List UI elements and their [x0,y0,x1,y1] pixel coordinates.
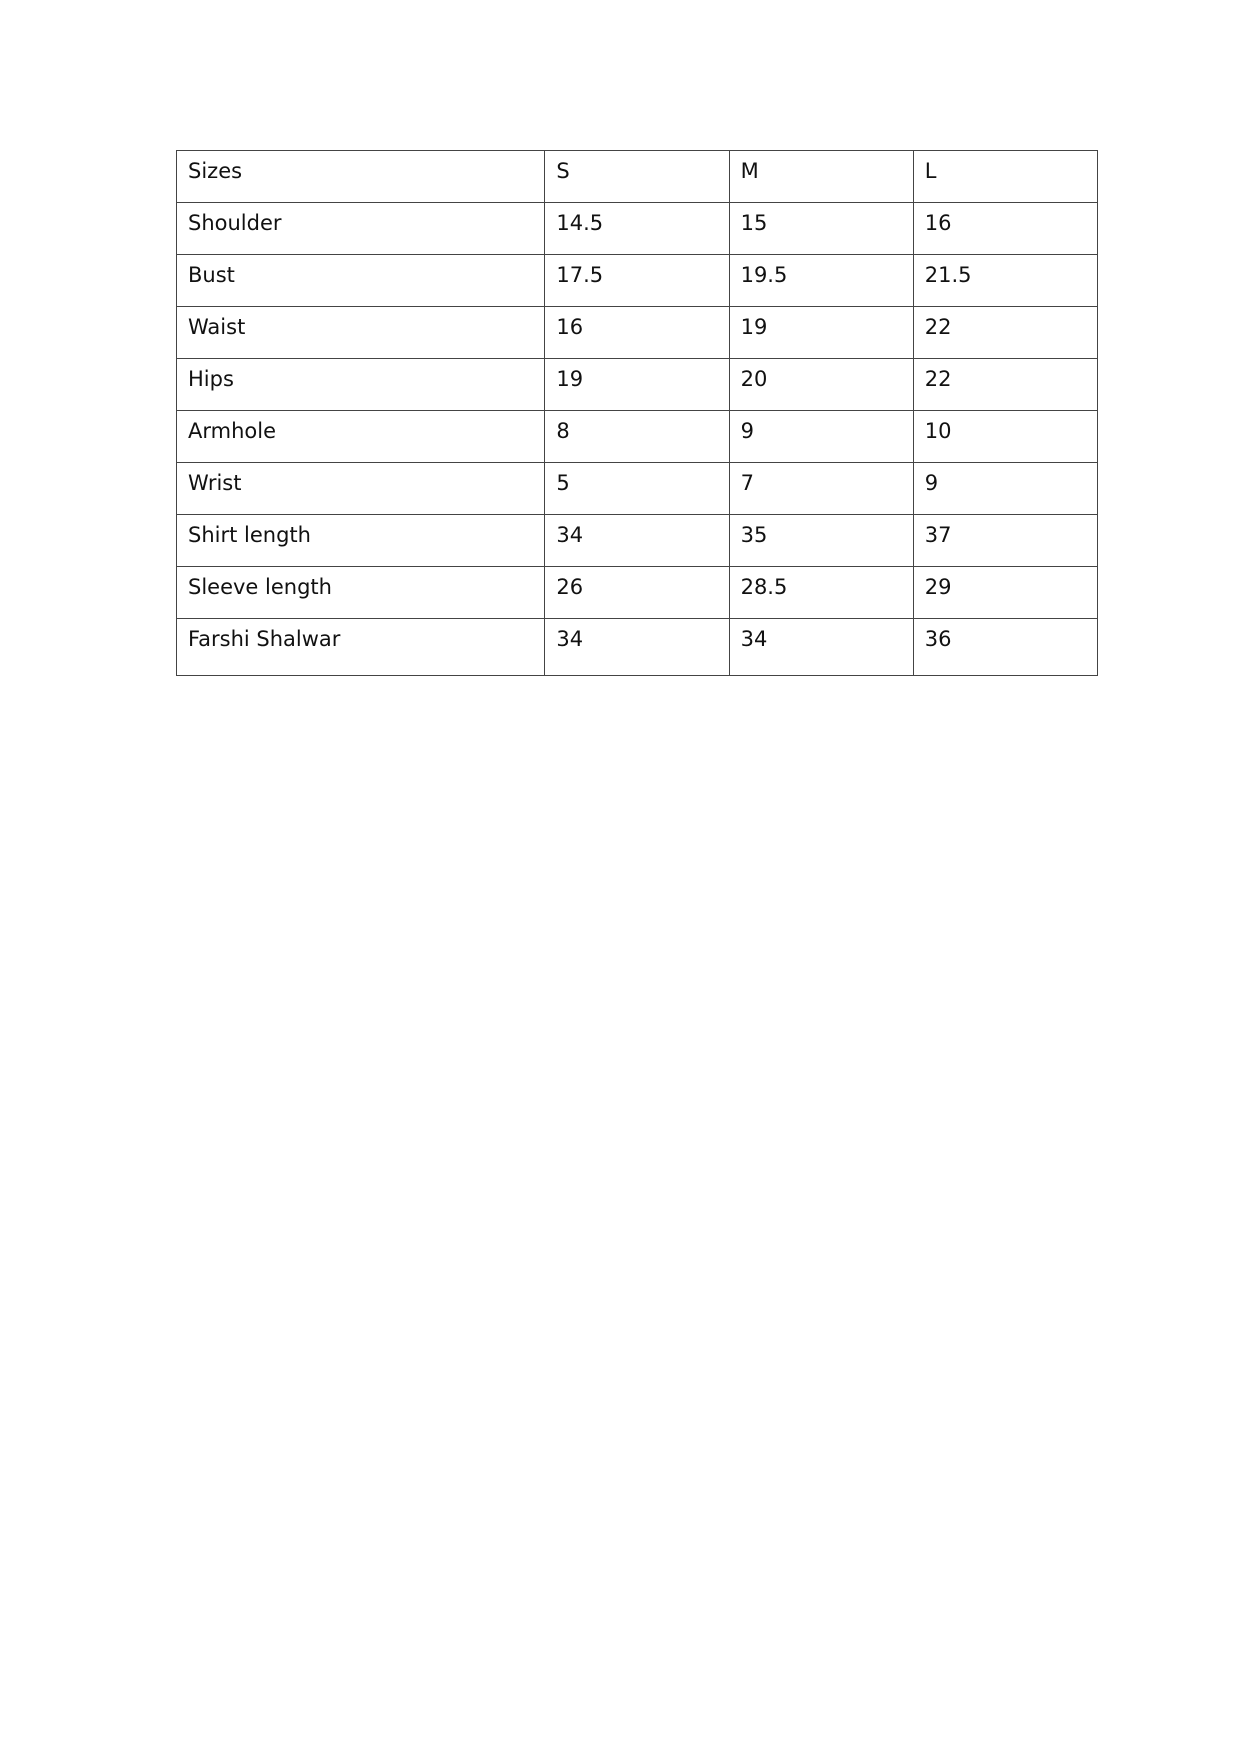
measurement-label: Bust [175,254,546,307]
measurement-value: 19.5 [728,254,914,307]
measurement-value: 20 [728,358,914,411]
measurement-label: Shoulder [175,202,546,255]
measurement-value: 8 [544,410,730,463]
measurement-value: 29 [912,566,1099,619]
measurement-label: Farshi Shalwar [175,618,546,676]
measurement-value: 9 [728,410,914,463]
measurement-value: 5 [544,462,730,515]
measurement-label: Shirt length [175,514,546,567]
table-row: Wrist 5 7 9 [175,462,1099,515]
measurement-value: 35 [728,514,914,567]
table-row: Bust 17.5 19.5 21.5 [175,254,1099,307]
table-row: Farshi Shalwar 34 34 36 [175,618,1099,676]
table-row: Waist 16 19 22 [175,306,1099,359]
measurement-value: 15 [728,202,914,255]
measurement-value: 28.5 [728,566,914,619]
measurement-label: Sleeve length [175,566,546,619]
measurement-value: 36 [912,618,1099,676]
measurement-value: 37 [912,514,1099,567]
measurement-value: 14.5 [544,202,730,255]
table-row: Armhole 8 9 10 [175,410,1099,463]
table-row: Hips 19 20 22 [175,358,1099,411]
measurement-label: Waist [175,306,546,359]
table-row: Shoulder 14.5 15 16 [175,202,1099,255]
table-row: Shirt length 34 35 37 [175,514,1099,567]
header-cell: Sizes [175,150,546,203]
size-chart-table: Sizes S M L Shoulder 14.5 15 16 Bust 17.5 19.5… [175,150,1099,676]
measurement-label: Wrist [175,462,546,515]
table-header-row: Sizes S M L [175,150,1099,203]
measurement-value: 21.5 [912,254,1099,307]
header-cell: M [728,150,914,203]
measurement-value: 34 [544,618,730,676]
measurement-value: 10 [912,410,1099,463]
measurement-label: Hips [175,358,546,411]
measurement-value: 34 [728,618,914,676]
measurement-value: 9 [912,462,1099,515]
header-cell: L [912,150,1099,203]
measurement-value: 16 [544,306,730,359]
measurement-value: 19 [544,358,730,411]
measurement-value: 7 [728,462,914,515]
measurement-value: 22 [912,306,1099,359]
table-row: Sleeve length 26 28.5 29 [175,566,1099,619]
measurement-value: 26 [544,566,730,619]
measurement-value: 19 [728,306,914,359]
header-cell: S [544,150,730,203]
measurement-label: Armhole [175,410,546,463]
measurement-value: 16 [912,202,1099,255]
measurement-value: 34 [544,514,730,567]
measurement-value: 17.5 [544,254,730,307]
measurement-value: 22 [912,358,1099,411]
